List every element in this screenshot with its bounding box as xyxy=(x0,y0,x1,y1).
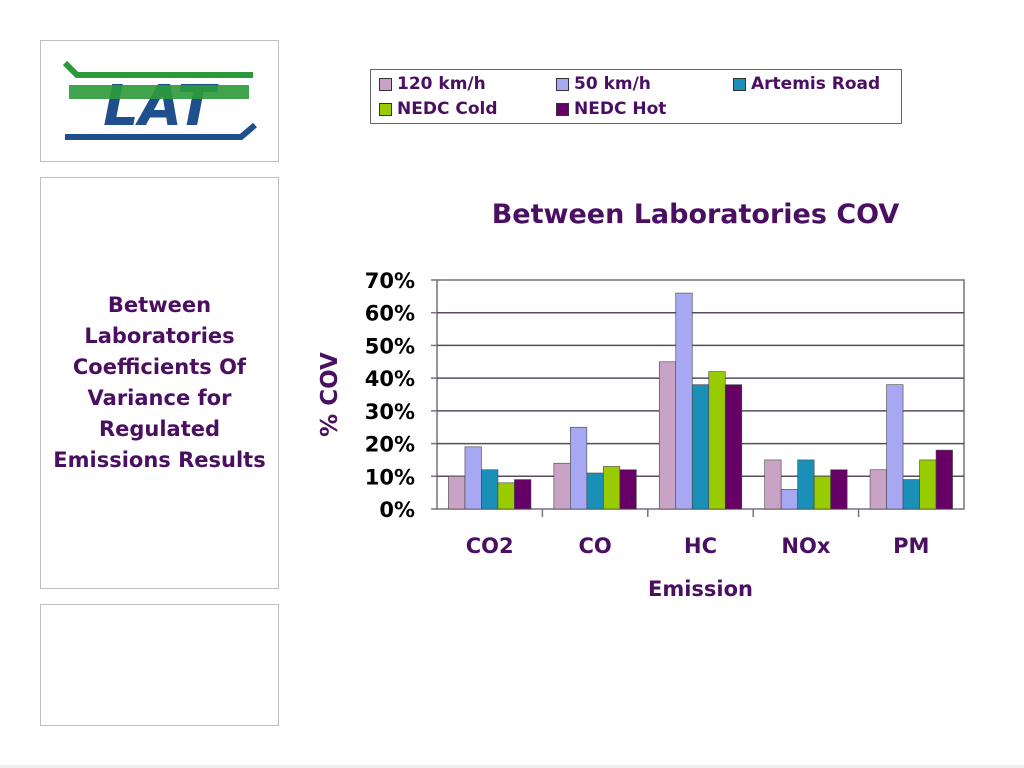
bar-co2-0 xyxy=(448,475,466,510)
bar-co-3 xyxy=(603,466,621,510)
legend-swatch xyxy=(379,102,392,116)
y-tick-label: 50% xyxy=(365,334,415,358)
y-tick-label: 40% xyxy=(365,367,415,391)
bar-pm-3 xyxy=(919,459,937,510)
legend-label: NEDC Cold xyxy=(397,99,498,119)
bar-nox-4 xyxy=(830,469,848,510)
legend-label: Artemis Road xyxy=(751,74,881,94)
bar-hc-3 xyxy=(708,371,726,510)
bar-nox-0 xyxy=(764,459,782,510)
bar-pm-4 xyxy=(935,449,953,510)
logo-text: LAT xyxy=(103,74,219,139)
y-tick-label: 20% xyxy=(365,433,415,457)
bar-co-1 xyxy=(570,426,588,510)
y-tick-label: 30% xyxy=(365,400,415,424)
y-axis-label: % COV xyxy=(317,352,343,437)
legend-swatch xyxy=(556,77,569,91)
legend-item: 120 km/h xyxy=(379,74,486,94)
bar-co-4 xyxy=(619,469,637,510)
x-tick-label: CO2 xyxy=(466,534,514,558)
x-tick-label: CO xyxy=(578,534,611,558)
legend-item: NEDC Hot xyxy=(556,99,666,119)
legend-label: NEDC Hot xyxy=(574,99,667,119)
x-tick-label: NOx xyxy=(781,534,830,558)
y-tick-label: 0% xyxy=(379,498,415,522)
legend-item: Artemis Road xyxy=(733,74,880,94)
bar-hc-1 xyxy=(675,292,693,510)
bottom-divider xyxy=(0,765,1024,768)
legend-swatch xyxy=(379,77,392,91)
bar-nox-2 xyxy=(797,459,815,510)
y-tick-label: 60% xyxy=(365,302,415,326)
bar-nox-1 xyxy=(780,489,798,510)
bar-nox-3 xyxy=(813,475,831,510)
bar-pm-2 xyxy=(902,479,920,510)
lat-logo: LAT xyxy=(62,60,257,140)
y-tick-label: 70% xyxy=(365,269,415,293)
x-axis-label: Emission xyxy=(648,577,753,601)
bar-pm-1 xyxy=(886,384,904,510)
x-tick-label: HC xyxy=(684,534,717,558)
empty-panel xyxy=(40,604,279,726)
bar-co2-3 xyxy=(497,482,515,510)
bar-hc-0 xyxy=(658,361,677,510)
legend-label: 50 km/h xyxy=(574,74,651,94)
legend-swatch xyxy=(733,77,746,91)
bar-co2-4 xyxy=(514,479,532,510)
legend-swatch xyxy=(556,102,569,116)
side-title-panel: Between Laboratories Coefficients Of Var… xyxy=(40,177,279,589)
logo-panel: LAT xyxy=(40,40,279,162)
legend-item: 50 km/h xyxy=(556,74,651,94)
side-title: Between Laboratories Coefficients Of Var… xyxy=(53,293,266,472)
legend: 120 km/h 50 km/h Artemis Road NEDC Cold NEDC… xyxy=(370,69,902,124)
bar-co-2 xyxy=(586,472,604,510)
x-tick-label: PM xyxy=(893,534,929,558)
y-tick-label: 10% xyxy=(365,465,415,489)
bar-co2-1 xyxy=(464,446,482,510)
bar-pm-0 xyxy=(869,469,887,510)
legend-label: 120 km/h xyxy=(397,74,486,94)
bar-hc-4 xyxy=(724,384,743,510)
legend-item: NEDC Cold xyxy=(379,99,498,119)
chart: Between Laboratories COV 0% 10% 20% 30% 40% 50… xyxy=(317,199,965,601)
bar-co-0 xyxy=(553,462,571,510)
bar-co2-2 xyxy=(481,469,499,510)
bar-hc-2 xyxy=(691,384,710,510)
chart-title: Between Laboratories COV xyxy=(492,199,900,230)
